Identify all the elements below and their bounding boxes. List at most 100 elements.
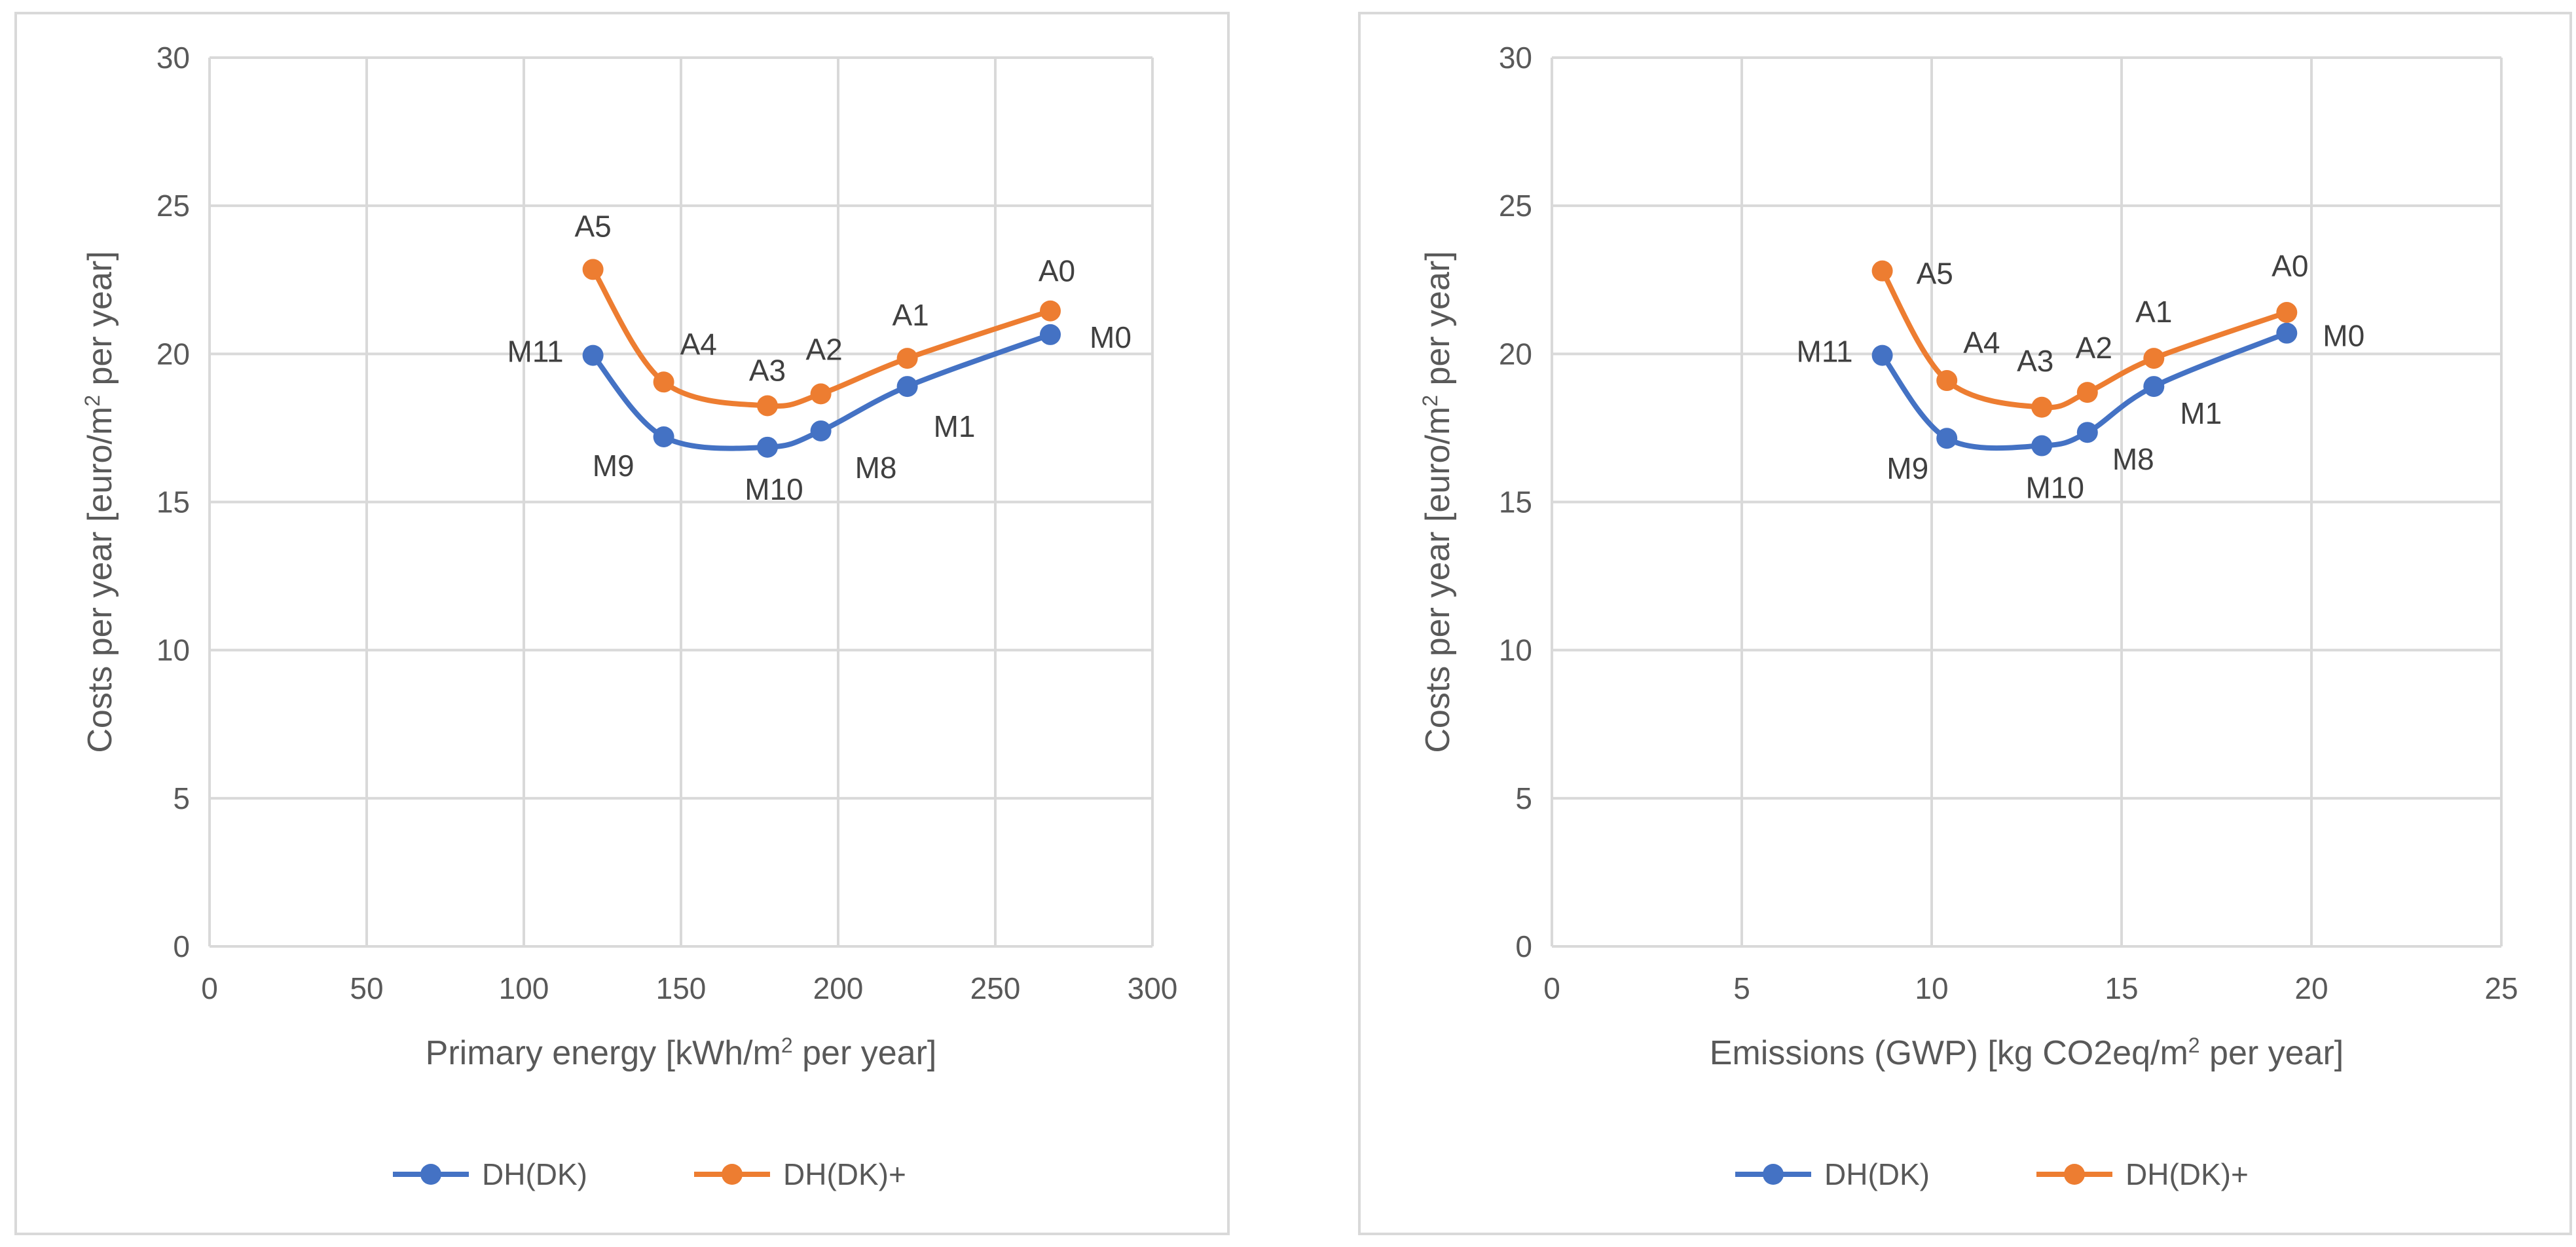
series-line-dh-dk-: [591, 332, 1052, 451]
y-tick-label: 10: [1499, 633, 1532, 667]
x-tick-label: 50: [350, 971, 383, 1005]
data-label-a0: A0: [1039, 254, 1075, 288]
data-label-a5: A5: [1917, 257, 1953, 291]
data-point-m1: [2143, 376, 2165, 398]
data-label-m0: M0: [1090, 320, 1132, 354]
data-point-m9: [1936, 428, 1958, 449]
x-tick-label: 5: [1733, 971, 1750, 1005]
chart-panel-2: 0 5 10 15 20 25 30 0 5 10 15 20 25 Emissions (GWP) [k…: [1358, 12, 2572, 1235]
y-tick-label: 5: [173, 781, 190, 815]
data-point-m1: [896, 376, 918, 398]
x-tick-label: 20: [2294, 971, 2328, 1005]
y-axis-title-superscript: 2: [81, 395, 104, 407]
x-axis-title-part: Emissions (GWP) [kg CO2eq/m: [1710, 1034, 2188, 1072]
data-label-m9: M9: [1886, 451, 1928, 485]
data-point-m9: [653, 426, 674, 447]
x-tick-label: 250: [970, 971, 1021, 1005]
y-tick-label: 15: [1499, 485, 1532, 519]
x-axis-title-superscript: 2: [2188, 1033, 2200, 1057]
x-axis-title: Emissions (GWP) [kg CO2eq/m2 per year]: [1710, 1033, 2344, 1072]
data-label-m8: M8: [2112, 442, 2154, 476]
y-tick-label: 5: [1515, 781, 1532, 815]
legend-label: DH(DK): [482, 1157, 587, 1191]
data-point-a3: [757, 395, 778, 417]
data-point-a0: [2276, 302, 2298, 324]
y-axis-title: Costs per year [euro/m2 per year]: [81, 251, 119, 753]
data-label-m8: M8: [855, 451, 897, 485]
data-point-m11: [1871, 344, 1893, 366]
legend-label: DH(DK)+: [783, 1157, 906, 1191]
x-tick-label: 15: [2105, 971, 2138, 1005]
data-label-a3: A3: [2017, 344, 2053, 378]
x-tick-label: 0: [1543, 971, 1560, 1005]
y-tick-label: 10: [156, 633, 190, 667]
data-label-a1: A1: [2135, 295, 2172, 329]
legend-marker: [722, 1164, 743, 1185]
x-tick-label: 300: [1128, 971, 1178, 1005]
data-point-m10: [2031, 435, 2053, 456]
y-tick-label: 20: [156, 337, 190, 371]
x-tick-label: 0: [201, 971, 218, 1005]
y-axis-title-superscript: 2: [1418, 395, 1442, 407]
data-point-a4: [653, 371, 674, 393]
legend-marker: [2064, 1164, 2085, 1185]
y-tick-label: 25: [1499, 189, 1532, 223]
data-label-m0: M0: [2323, 319, 2364, 353]
x-tick-label: 150: [656, 971, 707, 1005]
legend-marker: [1763, 1164, 1784, 1185]
x-tick-label: 200: [813, 971, 864, 1005]
data-label-m11: M11: [507, 335, 564, 369]
series-line-dh-dk-: [1880, 269, 2288, 411]
y-tick-label: 20: [1499, 337, 1532, 371]
data-label-a0: A0: [2272, 249, 2308, 283]
data-label-m11: M11: [1797, 335, 1853, 369]
series-line-dh-dk-: [1880, 330, 2288, 451]
x-tick-label: 10: [1915, 971, 1948, 1005]
x-axis-title: Primary energy [kWh/m2 per year]: [426, 1033, 937, 1072]
y-axis-title: Costs per year [euro/m2 per year]: [1418, 251, 1457, 753]
data-point-a5: [582, 259, 604, 280]
data-point-a5: [1871, 260, 1893, 282]
series-line-dh-dk-: [591, 268, 1052, 409]
data-point-m8: [2076, 422, 2098, 443]
data-label-m9: M9: [593, 449, 635, 483]
data-label-a4: A4: [680, 327, 717, 361]
data-label-m1: M1: [2180, 396, 2222, 430]
legend-label: DH(DK): [1824, 1157, 1930, 1191]
x-axis-title-superscript: 2: [781, 1033, 793, 1057]
data-point-a1: [896, 348, 918, 369]
data-point-a4: [1936, 370, 1958, 392]
data-label-a1: A1: [892, 298, 929, 332]
y-tick-label: 15: [156, 485, 190, 519]
data-label-a3: A3: [749, 353, 786, 387]
data-label-a2: A2: [805, 332, 842, 366]
chart-frame: [14, 12, 1230, 1235]
y-axis-title-part: per year]: [81, 251, 119, 395]
data-point-m10: [757, 436, 778, 458]
data-label-a4: A4: [1963, 326, 2000, 360]
data-point-a1: [2143, 348, 2165, 369]
legend-label: DH(DK)+: [2125, 1157, 2249, 1191]
data-point-m8: [810, 420, 832, 441]
x-axis-title-part: Primary energy [kWh/m: [426, 1034, 781, 1072]
y-tick-label: 30: [156, 41, 190, 75]
data-point-m11: [582, 344, 604, 366]
data-point-a3: [2031, 396, 2053, 418]
data-point-m0: [2276, 322, 2298, 344]
data-point-a0: [1040, 300, 1061, 322]
y-tick-label: 0: [1515, 929, 1532, 963]
data-point-m0: [1040, 324, 1061, 345]
y-axis-title-part: Costs per year [euro/m: [81, 407, 119, 753]
y-tick-label: 25: [156, 189, 190, 223]
x-tick-label: 100: [499, 971, 549, 1005]
x-axis-title-part: per year]: [2200, 1034, 2344, 1072]
data-label-m1: M1: [934, 409, 976, 443]
data-point-a2: [2076, 382, 2098, 403]
x-tick-label: 25: [2484, 971, 2518, 1005]
x-axis-title-part: per year]: [793, 1034, 937, 1072]
y-tick-label: 0: [173, 929, 190, 963]
data-label-a5: A5: [574, 209, 611, 243]
data-label-m10: M10: [2025, 471, 2084, 505]
